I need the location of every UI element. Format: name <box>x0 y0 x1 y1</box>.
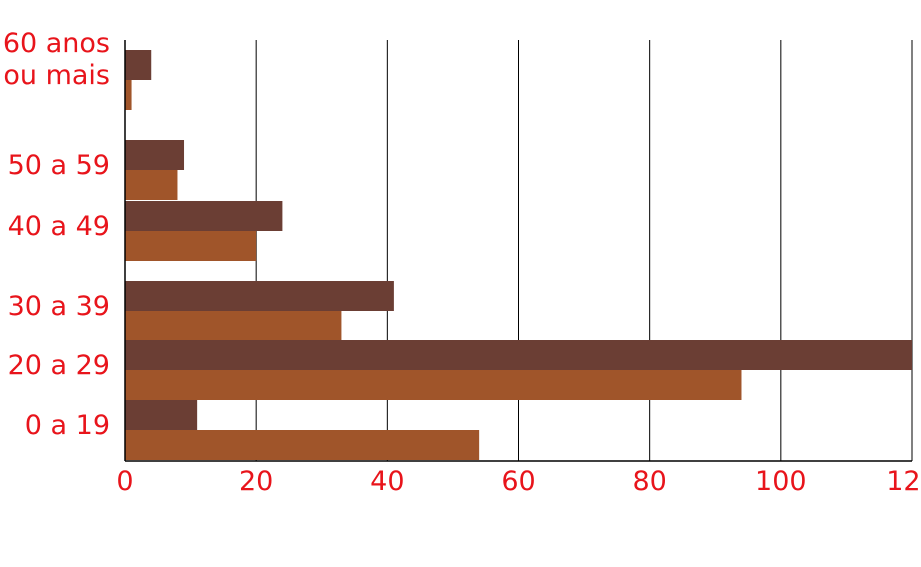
x-tick-label: 40 <box>370 466 404 497</box>
category-label: 50 a 59 <box>8 150 110 181</box>
bar <box>125 170 178 200</box>
bar <box>125 311 342 341</box>
bar <box>125 400 198 430</box>
category-label: 20 a 29 <box>8 350 110 381</box>
bar <box>125 340 912 370</box>
bar <box>125 80 132 110</box>
bar <box>125 201 283 231</box>
bar <box>125 140 185 170</box>
bar <box>125 370 742 400</box>
x-tick-label: 100 <box>755 466 807 497</box>
bar <box>125 231 257 261</box>
x-tick-label: 0 <box>116 466 133 497</box>
bar <box>125 281 394 311</box>
x-tick-label: 120 <box>886 466 921 497</box>
bar <box>125 50 152 80</box>
x-tick-label: 60 <box>501 466 535 497</box>
axes <box>124 40 912 462</box>
category-label: ou mais <box>3 60 110 91</box>
category-label: 0 a 19 <box>25 410 110 441</box>
bars <box>125 50 912 460</box>
x-tick-labels: 0 20 40 60 80 100 120 <box>116 466 921 497</box>
category-label: 60 anos <box>3 28 110 59</box>
category-label: 40 a 49 <box>8 211 110 242</box>
category-label: 30 a 39 <box>8 291 110 322</box>
x-tick-label: 80 <box>632 466 666 497</box>
x-tick-label: 20 <box>239 466 273 497</box>
bar <box>125 430 480 460</box>
